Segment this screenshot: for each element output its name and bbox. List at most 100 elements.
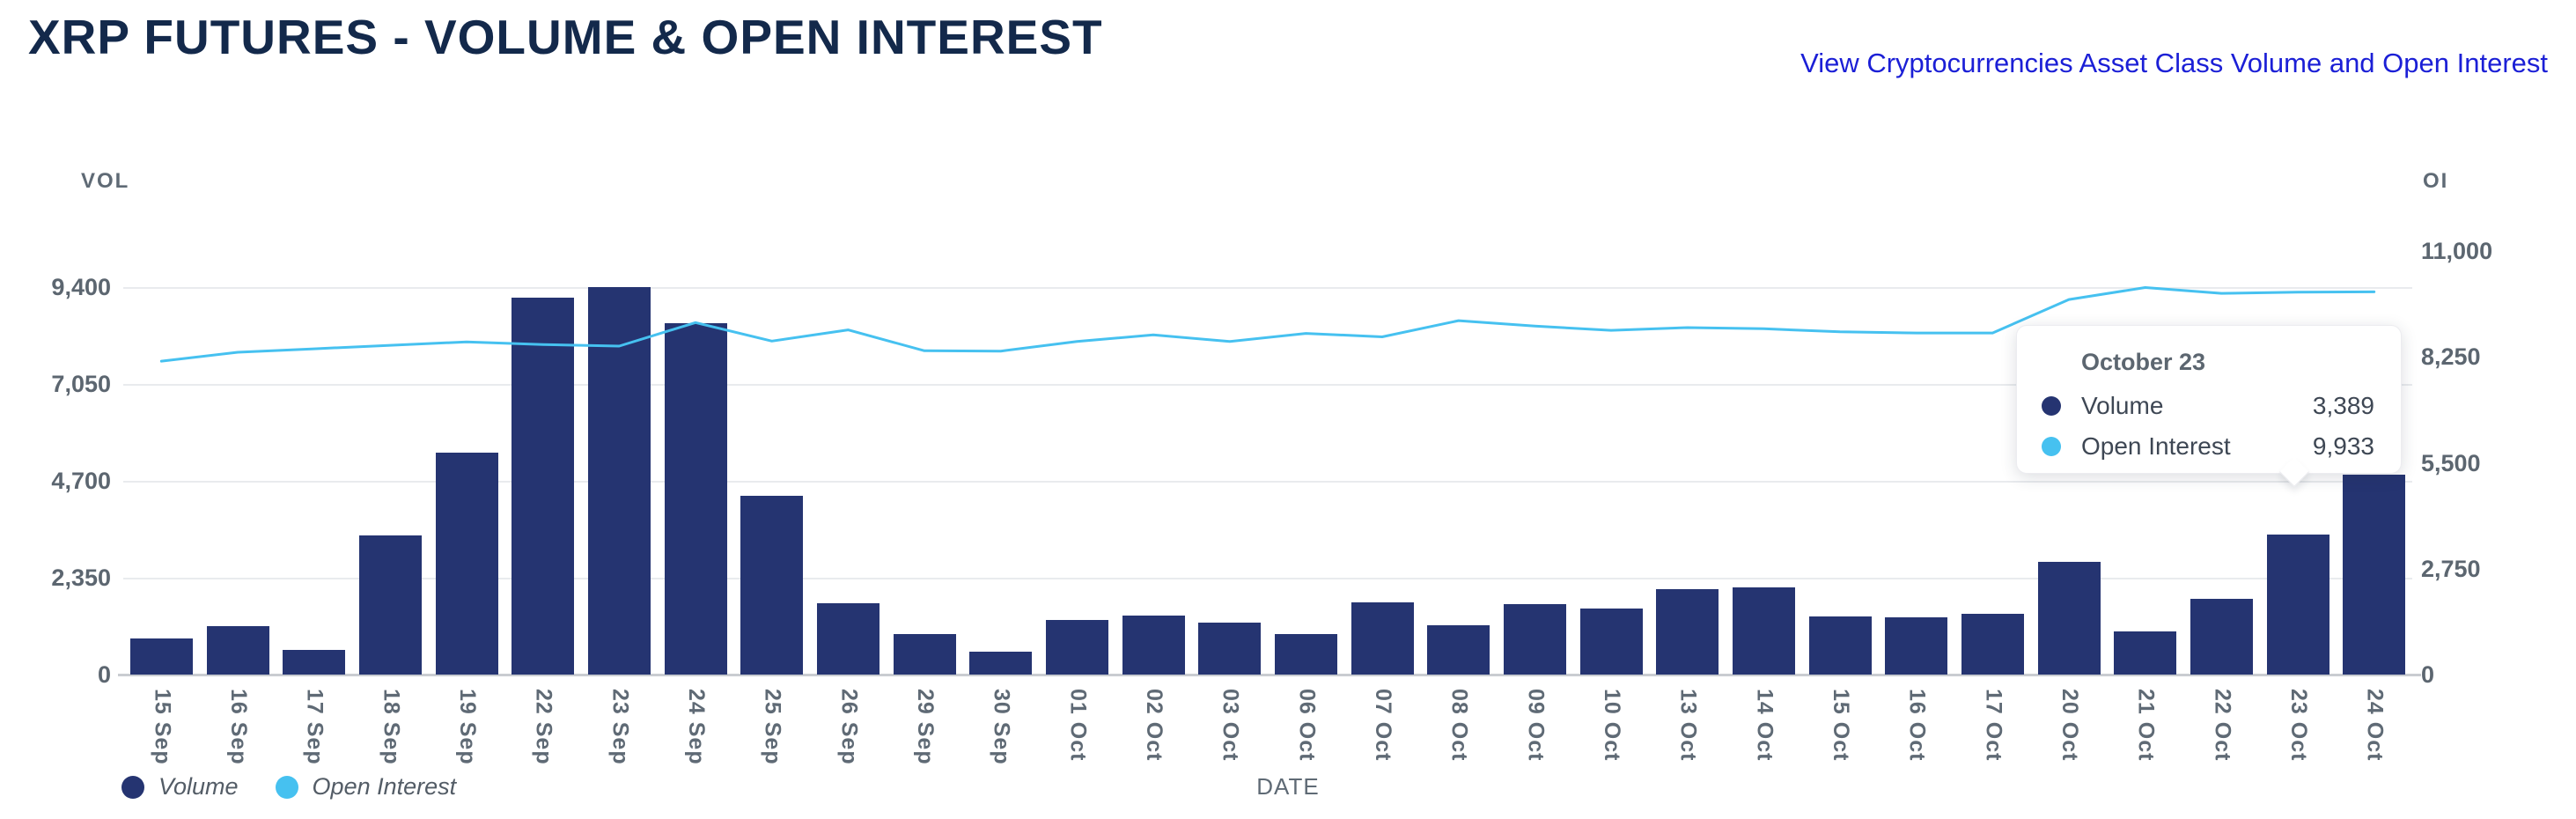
date-tick-label: 10 Oct <box>1600 689 1624 762</box>
volume-bar[interactable] <box>587 287 651 675</box>
volume-bar[interactable] <box>2190 599 2253 675</box>
volume-bar[interactable] <box>1274 634 1337 675</box>
vol-tick-label: 7,050 <box>51 371 111 397</box>
open-interest-dot-icon <box>2042 437 2061 456</box>
gridline <box>123 578 2412 579</box>
volume-bar[interactable] <box>893 634 956 675</box>
volume-bar[interactable] <box>358 535 422 675</box>
gridline <box>123 481 2412 483</box>
vol-axis-label: VOL <box>81 169 130 193</box>
tooltip-volume-value: 3,389 <box>2312 392 2374 419</box>
date-tick-label: 03 Oct <box>1218 689 1243 762</box>
date-tick-label: 07 Oct <box>1371 689 1395 762</box>
volume-bar[interactable] <box>1045 620 1108 675</box>
volume-bar[interactable] <box>1351 602 1414 675</box>
date-tick-label: 26 Sep <box>836 689 862 765</box>
date-tick-label: 14 Oct <box>1752 689 1777 762</box>
tooltip-volume-label: Volume <box>2081 392 2164 419</box>
date-tick-label: 20 Oct <box>2057 689 2082 762</box>
volume-bar[interactable] <box>816 603 880 675</box>
volume-bar[interactable] <box>969 652 1033 675</box>
date-tick-label: 06 Oct <box>1294 689 1320 762</box>
date-tick-label: 25 Sep <box>760 689 785 765</box>
date-tick-label: 15 Oct <box>1829 689 1853 762</box>
header-link[interactable]: View Cryptocurrencies Asset Class Volume… <box>1800 48 2548 78</box>
date-tick-label: 17 Oct <box>1981 689 2006 762</box>
vol-tick-label: 4,700 <box>51 468 111 494</box>
volume-bar[interactable] <box>2343 475 2406 675</box>
volume-bar[interactable] <box>1808 616 1872 675</box>
open-interest-line <box>159 286 2376 363</box>
date-tick-label: 02 Oct <box>1142 689 1167 762</box>
volume-dot-icon <box>2042 396 2061 416</box>
date-tick-label: 18 Sep <box>379 689 404 765</box>
volume-bar[interactable] <box>740 496 804 675</box>
volume-bar[interactable] <box>1122 616 1185 675</box>
date-tick-label: 01 Oct <box>1065 689 1091 762</box>
volume-bar[interactable] <box>664 323 727 675</box>
legend-label-volume: Volume <box>158 773 239 800</box>
oi-axis-label: OI <box>2423 169 2449 193</box>
oi-tick-label: 2,750 <box>2421 555 2481 582</box>
legend-item-open-interest[interactable]: Open Interest <box>275 773 457 801</box>
volume-bar[interactable] <box>1198 623 1262 675</box>
volume-bar[interactable] <box>1503 604 1566 675</box>
volume-bar[interactable] <box>435 453 498 675</box>
volume-legend-dot-icon <box>121 775 144 799</box>
volume-bar[interactable] <box>283 650 346 675</box>
date-tick-label: 19 Sep <box>455 689 480 765</box>
date-tick-label: 16 Oct <box>1904 689 1930 762</box>
page-title: XRP FUTURES - VOLUME & OPEN INTEREST <box>28 10 1103 64</box>
volume-bar[interactable] <box>2037 562 2101 675</box>
date-tick-label: 15 Sep <box>150 689 175 765</box>
open-interest-legend-dot-icon <box>275 775 298 799</box>
legend-label-open-interest: Open Interest <box>312 773 457 800</box>
x-axis-line <box>118 674 2421 676</box>
volume-bar[interactable] <box>1732 587 1795 675</box>
tooltip-row-volume: Volume 3,389 <box>2042 392 2374 420</box>
date-tick-label: 30 Sep <box>989 689 1014 765</box>
date-tick-label: 08 Oct <box>1446 689 1472 762</box>
legend: Volume Open Interest <box>121 773 456 801</box>
date-tick-label: 22 Sep <box>531 689 556 765</box>
date-tick-label: 21 Oct <box>2133 689 2159 762</box>
tooltip-title: October 23 <box>2081 349 2206 375</box>
vol-tick-label: 0 <box>97 661 111 688</box>
oi-tick-label: 11,000 <box>2421 238 2493 264</box>
tooltip-row-open-interest: Open Interest 9,933 <box>2042 432 2374 461</box>
date-tick-label: 24 Sep <box>684 689 709 765</box>
tooltip-open-interest-value: 9,933 <box>2312 432 2374 460</box>
volume-bar[interactable] <box>129 638 193 675</box>
left-axis-ticks: 0 2,350 4,700 7,050 9,400 <box>0 251 111 688</box>
date-axis-label: DATE <box>1256 773 1320 800</box>
date-tick-label: 24 Oct <box>2362 689 2388 762</box>
gridline <box>123 384 2412 386</box>
volume-bar[interactable] <box>206 626 269 675</box>
gridline <box>123 287 2412 289</box>
volume-bar[interactable] <box>1427 625 1490 675</box>
date-tick-label: 13 Oct <box>1675 689 1701 762</box>
x-axis-labels: 15 Sep 16 Sep 17 Sep 18 Sep 19 Sep 22 Sep 23 S… <box>123 689 2412 794</box>
tooltip-open-interest-label: Open Interest <box>2081 432 2231 460</box>
volume-bar[interactable] <box>1961 614 2024 675</box>
oi-tick-label: 0 <box>2421 661 2435 688</box>
volume-bar[interactable] <box>1579 609 1643 675</box>
oi-tick-label: 5,500 <box>2421 449 2481 476</box>
volume-bar[interactable] <box>1656 589 1719 675</box>
right-axis-ticks: 0 2,750 5,500 8,250 11,000 <box>2421 238 2576 688</box>
plot-area <box>118 251 2421 676</box>
date-tick-label: 29 Sep <box>913 689 938 765</box>
date-tick-label: 09 Oct <box>1523 689 1549 762</box>
volume-bar[interactable] <box>2114 631 2177 675</box>
date-tick-label: 23 Sep <box>607 689 633 765</box>
volume-bar[interactable] <box>1885 617 1948 675</box>
legend-item-volume[interactable]: Volume <box>121 773 239 801</box>
date-tick-label: 16 Sep <box>226 689 251 765</box>
volume-bar[interactable] <box>2266 535 2329 675</box>
date-tick-label: 17 Sep <box>302 689 328 765</box>
vol-tick-label: 9,400 <box>51 274 111 300</box>
volume-bar[interactable] <box>512 298 575 675</box>
date-tick-label: 23 Oct <box>2286 689 2311 762</box>
oi-tick-label: 8,250 <box>2421 343 2481 371</box>
